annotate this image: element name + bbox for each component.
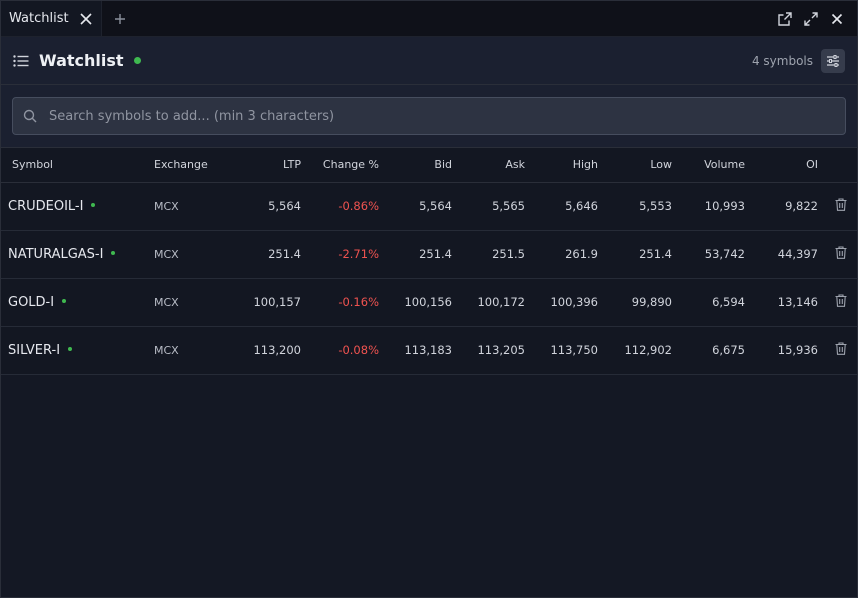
col-actions — [824, 148, 857, 183]
high-cell: 261.9 — [565, 247, 598, 261]
page-title: Watchlist — [39, 51, 124, 70]
tab-bar: Watchlist — [1, 1, 857, 37]
live-dot — [111, 251, 116, 255]
high-cell: 5,646 — [565, 199, 598, 213]
watchlist-header: Watchlist 4 symbols — [1, 37, 857, 85]
col-symbol[interactable]: Symbol — [1, 148, 148, 183]
ltp-cell: 113,200 — [253, 343, 301, 357]
delete-cell — [824, 278, 857, 326]
low-cell: 251.4 — [639, 247, 672, 261]
bid-cell: 5,564 — [419, 199, 452, 213]
col-low[interactable]: Low — [604, 148, 678, 183]
oi-cell: 13,146 — [777, 295, 818, 309]
bid-cell: 113,183 — [404, 343, 452, 357]
ltp-cell: 100,157 — [253, 295, 301, 309]
change-cell: -2.71% — [338, 247, 379, 261]
tab-watchlist[interactable]: Watchlist — [1, 1, 102, 36]
ask-cell: 100,172 — [477, 295, 525, 309]
change-cell: -0.08% — [338, 343, 379, 357]
delete-cell — [824, 230, 857, 278]
exchange-cell: MCX — [154, 199, 179, 213]
exchange-cell: MCX — [154, 295, 179, 309]
expand-icon[interactable] — [803, 11, 819, 27]
search-icon — [23, 108, 39, 124]
symbol-name: CRUDEOIL-I — [8, 198, 84, 214]
col-high[interactable]: High — [531, 148, 604, 183]
high-cell: 113,750 — [550, 343, 598, 357]
col-oi[interactable]: OI — [751, 148, 824, 183]
table-row[interactable]: GOLD-I MCX 100,157 -0.16% 100,156 100,17… — [1, 278, 857, 326]
change-cell: -0.86% — [338, 199, 379, 213]
bid-cell: 251.4 — [419, 247, 452, 261]
trash-icon[interactable] — [834, 246, 848, 260]
col-ask[interactable]: Ask — [458, 148, 531, 183]
symbol-name: GOLD-I — [8, 294, 55, 310]
ask-cell: 113,205 — [477, 343, 525, 357]
high-cell: 100,396 — [550, 295, 598, 309]
close-tab-icon[interactable] — [79, 12, 93, 26]
low-cell: 112,902 — [624, 343, 672, 357]
trash-icon[interactable] — [834, 342, 848, 356]
live-dot — [62, 299, 67, 303]
symbol-cell[interactable]: NATURALGAS-I — [1, 230, 148, 278]
live-dot — [91, 203, 96, 207]
plus-icon — [114, 13, 125, 24]
watchlist-table: Symbol Exchange LTP Change % Bid Ask Hig… — [1, 148, 857, 375]
ask-cell: 251.5 — [492, 247, 525, 261]
symbol-name: NATURALGAS-I — [8, 246, 104, 262]
exchange-cell: MCX — [154, 247, 179, 261]
low-cell: 5,553 — [639, 199, 672, 213]
symbol-cell[interactable]: GOLD-I — [1, 278, 148, 326]
oi-cell: 15,936 — [777, 343, 818, 357]
sliders-icon — [827, 54, 839, 67]
symbol-name: SILVER-I — [8, 342, 61, 358]
live-dot — [68, 347, 73, 351]
settings-button[interactable] — [821, 48, 845, 73]
exchange-cell: MCX — [154, 343, 179, 357]
table-header-row: Symbol Exchange LTP Change % Bid Ask Hig… — [1, 148, 857, 183]
symbol-cell[interactable]: SILVER-I — [1, 326, 148, 374]
ltp-cell: 251.4 — [268, 247, 301, 261]
ask-cell: 5,565 — [492, 199, 525, 213]
table-row[interactable]: CRUDEOIL-I MCX 5,564 -0.86% 5,564 5,565 … — [1, 182, 857, 230]
symbol-cell[interactable]: CRUDEOIL-I — [1, 182, 148, 230]
search-box[interactable] — [12, 97, 846, 135]
oi-cell: 44,397 — [777, 247, 818, 261]
live-status-indicator — [133, 57, 141, 64]
ltp-cell: 5,564 — [268, 199, 301, 213]
search-bar-container — [1, 85, 857, 148]
symbol-count: 4 symbols — [751, 53, 813, 68]
list-icon — [13, 53, 29, 69]
col-exchange[interactable]: Exchange — [148, 148, 223, 183]
bid-cell: 100,156 — [404, 295, 452, 309]
delete-cell — [824, 182, 857, 230]
delete-cell — [824, 326, 857, 374]
oi-cell: 9,822 — [785, 199, 818, 213]
volume-cell: 10,993 — [704, 199, 745, 213]
volume-cell: 6,675 — [712, 343, 745, 357]
col-ltp[interactable]: LTP — [223, 148, 307, 183]
add-tab-button[interactable] — [102, 1, 138, 36]
tab-label: Watchlist — [9, 11, 69, 26]
col-change[interactable]: Change % — [307, 148, 385, 183]
change-cell: -0.16% — [338, 295, 379, 309]
trash-icon[interactable] — [834, 294, 848, 308]
table-row[interactable]: NATURALGAS-I MCX 251.4 -2.71% 251.4 251.… — [1, 230, 857, 278]
search-input[interactable] — [49, 108, 835, 124]
table-row[interactable]: SILVER-I MCX 113,200 -0.08% 113,183 113,… — [1, 326, 857, 374]
volume-cell: 53,742 — [704, 247, 745, 261]
col-volume[interactable]: Volume — [678, 148, 751, 183]
volume-cell: 6,594 — [712, 295, 745, 309]
trash-icon[interactable] — [834, 198, 848, 212]
close-window-icon[interactable] — [829, 11, 845, 27]
external-link-icon[interactable] — [777, 11, 793, 27]
low-cell: 99,890 — [631, 295, 672, 309]
col-bid[interactable]: Bid — [385, 148, 458, 183]
